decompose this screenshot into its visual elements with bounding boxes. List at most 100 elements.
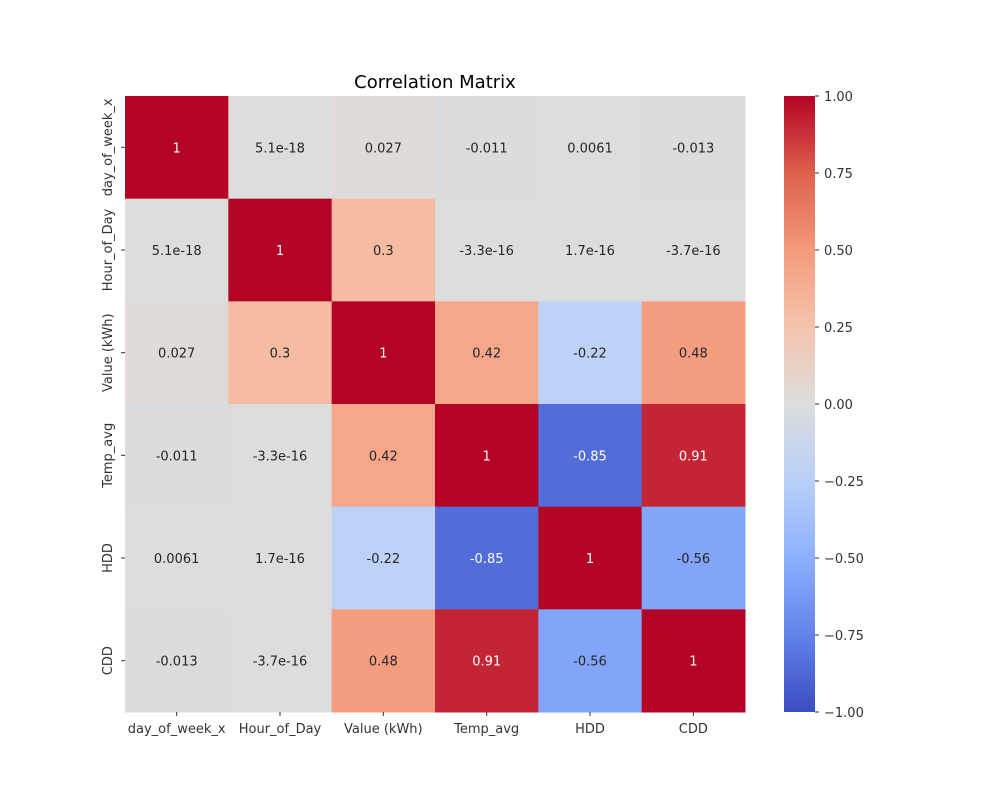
x-axis: day_of_week_x Hour_of_Day Value (kWh) Temp_… bbox=[128, 712, 708, 737]
heatmap-cell bbox=[228, 96, 333, 200]
cell-label: 1 bbox=[173, 141, 181, 156]
y-tick-label: HDD bbox=[101, 543, 116, 573]
cell-label: 1 bbox=[276, 244, 284, 259]
cell-label: -3.3e-16 bbox=[459, 244, 514, 259]
heatmap-cell bbox=[538, 506, 643, 610]
cell-label: 0.48 bbox=[679, 347, 708, 362]
y-tick-label: Temp_avg bbox=[101, 423, 116, 489]
heatmap-cell bbox=[228, 404, 333, 508]
heatmap-cell bbox=[641, 506, 746, 610]
cell-label: -0.56 bbox=[677, 552, 711, 567]
heatmap-cell bbox=[435, 96, 539, 200]
heatmap-cell bbox=[125, 609, 229, 713]
cell-label: 1 bbox=[586, 552, 594, 567]
cell-label: 0.0061 bbox=[567, 141, 613, 156]
cell-label: -0.22 bbox=[573, 347, 607, 362]
heatmap-cell bbox=[538, 301, 643, 405]
x-tick-label: Value (kWh) bbox=[344, 722, 423, 737]
cell-label: 1 bbox=[483, 449, 491, 464]
colorbar-tick-label: 0.00 bbox=[824, 398, 853, 413]
cell-label: -0.011 bbox=[466, 141, 508, 156]
cell-label: 0.3 bbox=[270, 347, 291, 362]
heatmap-cell bbox=[125, 404, 229, 508]
colorbar-tick-label: −0.50 bbox=[824, 552, 864, 567]
y-tick-label: Hour_of_Day bbox=[101, 208, 116, 291]
colorbar-tick-label: 1.00 bbox=[824, 90, 853, 105]
cell-label: 0.48 bbox=[369, 655, 398, 670]
colorbar-tick-label: −0.25 bbox=[824, 475, 864, 490]
heatmap-cell bbox=[435, 198, 539, 302]
heatmap-cell bbox=[331, 301, 436, 405]
heatmap-cell bbox=[641, 404, 746, 508]
colorbar-tick-label: −1.00 bbox=[824, 706, 864, 721]
heatmap-cell bbox=[641, 609, 746, 713]
cell-label: -3.7e-16 bbox=[666, 244, 721, 259]
cell-label: 1 bbox=[689, 655, 697, 670]
cell-label: 5.1e-18 bbox=[152, 244, 202, 259]
cell-label: 0.027 bbox=[158, 347, 195, 362]
cell-label: 0.0061 bbox=[154, 552, 200, 567]
x-tick-label: HDD bbox=[575, 722, 605, 737]
cell-label: 0.42 bbox=[369, 449, 398, 464]
x-tick-label: CDD bbox=[679, 722, 708, 737]
cell-label: -0.85 bbox=[470, 552, 504, 567]
heatmap-cell bbox=[641, 96, 746, 200]
cell-label: 0.027 bbox=[365, 141, 402, 156]
cell-label: 0.3 bbox=[373, 244, 394, 259]
heatmap-cell bbox=[538, 609, 643, 713]
y-tick-label: Value (kWh) bbox=[101, 313, 116, 392]
heatmap-cell bbox=[331, 609, 436, 713]
colorbar: 1.00 0.75 0.50 0.25 0.00 −0.25 −0.50 −0.75 −1.00 bbox=[784, 90, 864, 721]
heatmap-cell bbox=[228, 301, 333, 405]
heatmap-cell bbox=[435, 609, 539, 713]
colorbar-tick-label: 0.50 bbox=[824, 244, 853, 259]
heatmap-cell bbox=[538, 96, 643, 200]
heatmap-cell bbox=[435, 301, 539, 405]
heatmap-cells: 1 5.1e-18 0.027 -0.011 0.0061 -0.013 5.1e-18 1 0… bbox=[125, 96, 746, 713]
colorbar-tick-label: 0.25 bbox=[824, 321, 853, 336]
cell-label: 0.91 bbox=[472, 655, 501, 670]
heatmap-cell bbox=[125, 198, 229, 302]
cell-label: 1.7e-16 bbox=[255, 552, 305, 567]
cell-label: -0.22 bbox=[367, 552, 401, 567]
heatmap-cell bbox=[125, 96, 229, 200]
cell-label: 1.7e-16 bbox=[565, 244, 615, 259]
heatmap-cell bbox=[228, 609, 333, 713]
x-tick-label: Hour_of_Day bbox=[239, 722, 322, 737]
y-tick-label: day_of_week_x bbox=[101, 98, 116, 196]
cell-label: -0.56 bbox=[573, 655, 607, 670]
heatmap-cell bbox=[125, 506, 229, 610]
heatmap-cell bbox=[331, 96, 436, 200]
cell-label: 1 bbox=[379, 347, 387, 362]
heatmap-cell bbox=[641, 301, 746, 405]
cell-label: -3.7e-16 bbox=[253, 655, 308, 670]
colorbar-gradient bbox=[784, 96, 815, 712]
heatmap-cell bbox=[125, 301, 229, 405]
cell-label: -0.011 bbox=[156, 449, 198, 464]
heatmap-cell bbox=[331, 506, 436, 610]
heatmap-cell bbox=[331, 404, 436, 508]
heatmap-cell bbox=[331, 198, 436, 302]
heatmap-cell bbox=[435, 404, 539, 508]
cell-label: 5.1e-18 bbox=[255, 141, 305, 156]
colorbar-tick-label: −0.75 bbox=[824, 629, 864, 644]
heatmap-cell bbox=[538, 198, 643, 302]
cell-label: 0.91 bbox=[679, 449, 708, 464]
x-tick-label: day_of_week_x bbox=[128, 722, 226, 737]
heatmap-cell bbox=[538, 404, 643, 508]
y-tick-label: CDD bbox=[101, 646, 116, 675]
y-axis: day_of_week_x Hour_of_Day Value (kWh) Temp_… bbox=[101, 98, 125, 675]
heatmap-cell bbox=[228, 198, 333, 302]
x-tick-label: Temp_avg bbox=[453, 722, 519, 737]
heatmap-cell bbox=[641, 198, 746, 302]
heatmap-cell bbox=[435, 506, 539, 610]
heatmap-cell bbox=[228, 506, 333, 610]
cell-label: -0.013 bbox=[156, 655, 198, 670]
cell-label: -0.85 bbox=[573, 449, 607, 464]
chart-title: Correlation Matrix bbox=[354, 72, 516, 93]
colorbar-tick-label: 0.75 bbox=[824, 167, 853, 182]
cell-label: -0.013 bbox=[672, 141, 714, 156]
cell-label: 0.42 bbox=[472, 347, 501, 362]
cell-label: -3.3e-16 bbox=[253, 449, 308, 464]
